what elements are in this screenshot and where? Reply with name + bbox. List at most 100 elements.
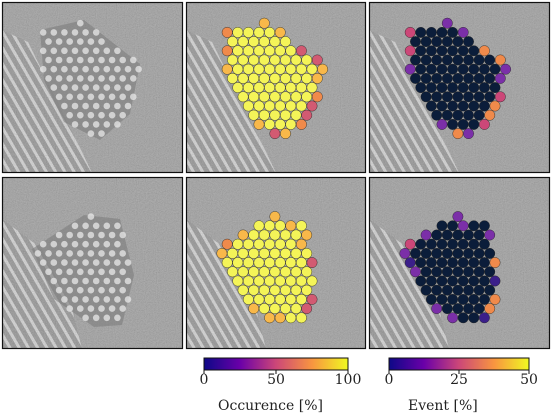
atom-column-cell [306,100,318,112]
atom-column-cell [274,27,286,38]
atom-column-cell [221,27,233,38]
atom-column-cell [473,109,485,121]
atom-column-cell [290,266,302,278]
atom-column-cell [468,220,480,232]
colorbar-gradient [388,357,530,371]
atom-column-cell [463,109,474,121]
atom-column-cell [473,54,485,66]
atom-column-cell [436,220,448,232]
atom-column-cell [285,238,297,250]
atom-column [98,130,105,137]
panel-occurrence [185,176,367,350]
atom-column [45,268,52,276]
atom-column-cell [253,238,265,250]
atom-column-cell [436,100,448,112]
atom-column-cell [479,63,490,75]
atom-column-cell [404,257,416,269]
atom-column-cell [296,119,307,130]
atom-column-cell [253,82,265,94]
atom-column-cell [269,109,281,121]
atom-column-cell [269,229,281,241]
atom-column [108,250,116,257]
atom-column-cell [463,266,474,278]
atom-column [45,38,52,45]
atom-column-cell [426,82,437,94]
atom-column-cell [269,284,281,296]
atom-column [103,222,111,230]
atom-column [77,56,84,64]
atom-column-cell [479,312,490,324]
atom-column-cell [248,229,260,241]
atom-column-cell [436,63,448,75]
atom-column-cell [248,54,260,66]
atom-column-cell [420,248,432,259]
atom-column-cell [248,248,260,259]
atom-column [108,286,116,294]
atom-column-cell [253,63,265,75]
atom-column-cell [258,248,270,259]
atom-column [71,121,79,128]
atom-column-cell [264,45,276,57]
atom-column-cell [253,257,265,269]
atom-column [98,38,105,45]
atom-column [61,259,68,266]
atom-column-cell [237,91,249,103]
atom-column-cell [415,275,427,287]
atom-column [82,47,89,55]
atom-column-cell [494,54,506,66]
atom-column-cell [296,100,307,112]
atom-column-cell [479,294,490,305]
atom-column-cell [436,257,448,269]
atom-column [114,240,121,248]
atom-column-cell [285,275,297,287]
atom-column [119,111,126,119]
atom-column-cell [447,220,459,232]
atom-column-cell [274,275,286,287]
atom-column-cell [253,294,265,305]
atom-column [114,84,121,91]
atom-column-cell [452,229,464,241]
atom-column-cell [441,229,453,241]
atom-column [119,250,126,257]
atom-column [124,259,132,266]
atom-column-cell [311,73,323,84]
atom-column-cell [258,229,270,241]
atom-column-cell [463,284,474,296]
atom-column-cell [253,100,265,112]
atom-column-cell [426,257,437,269]
atom-column-cell [285,294,297,305]
atom-column [87,130,95,137]
atom-column-cell [285,220,297,232]
atom-column-cell [441,36,453,47]
atom-column [50,65,58,73]
atom-column-cell [420,91,432,103]
atom-column-cell [269,248,281,259]
atom-column [66,38,73,45]
atom-column-cell [441,303,453,315]
atom-column-cell [243,27,254,38]
atom-column-cell [473,266,485,278]
atom-column-cell [227,266,238,278]
atom-column-cell [426,63,437,75]
atom-column-cell [479,275,490,287]
atom-column-cell [301,266,313,278]
atom-column [103,277,111,285]
atom-column [92,296,100,303]
atom-column-cell [431,248,443,259]
atom-column [98,250,105,257]
atom-column [55,231,63,239]
atom-column [82,314,89,322]
atom-column-cell [274,294,286,305]
atom-column [39,65,47,73]
atom-column-cell [452,73,464,84]
atom-column [77,93,84,101]
atom-column-cell [296,294,307,305]
atom-column-cell [237,229,249,241]
atom-column-cell [489,275,501,287]
atom-column-cell [473,73,485,84]
atom-column-cell [296,257,307,269]
atom-column-cell [479,45,490,57]
atom-column [66,250,73,257]
atom-column [71,222,79,230]
atom-column-cell [452,91,464,103]
